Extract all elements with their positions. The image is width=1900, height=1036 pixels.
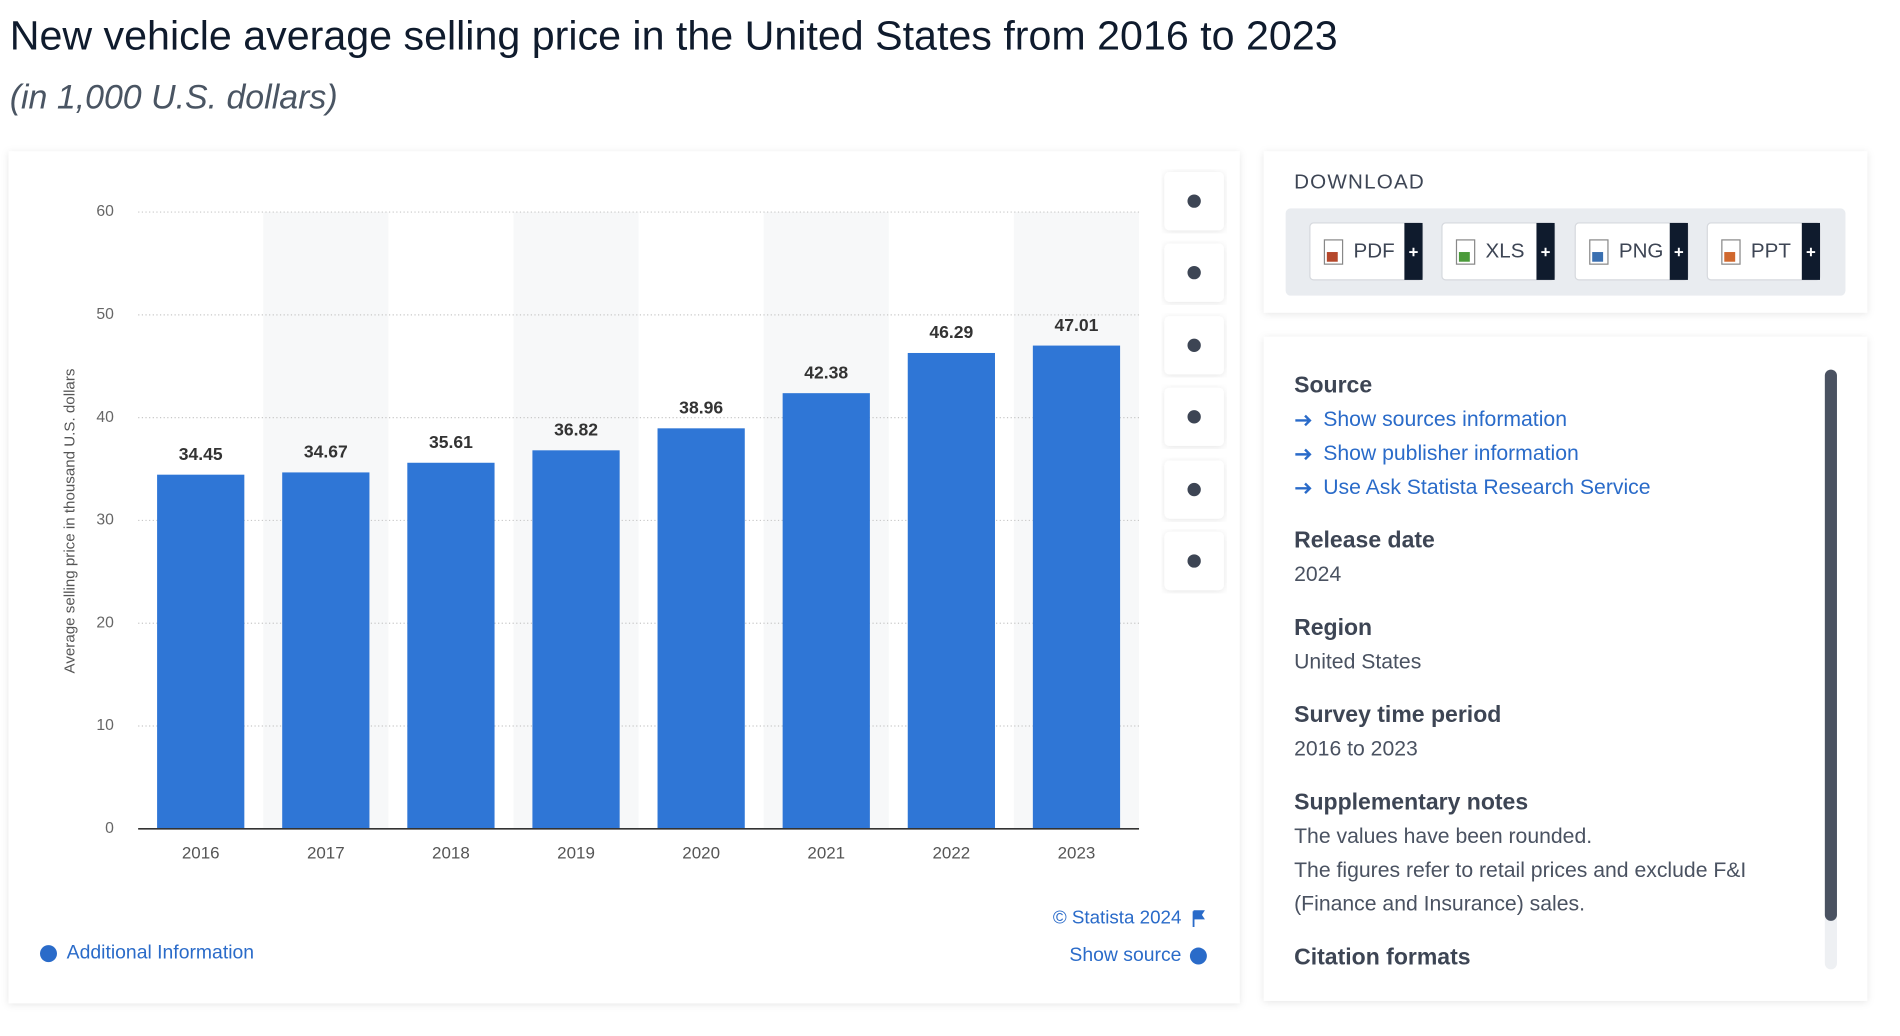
value-label: 46.29 [929,322,973,342]
y-tick-label: 40 [96,409,114,426]
x-tick-label: 2021 [807,844,845,863]
section-heading: Release date [1294,527,1435,553]
section-text: 2024 [1294,563,1341,586]
credit[interactable]: © Statista 2024 [1053,906,1182,927]
value-label: 34.45 [179,444,223,464]
y-tick-label: 0 [105,820,114,837]
y-axis-label: Average selling price in thousand U.S. d… [61,368,78,673]
section-heading: Citation formats [1294,944,1470,970]
bar [407,462,495,829]
y-tick-label: 10 [96,717,114,734]
toolbar-icon [1187,554,1201,568]
subtitle: (in 1,000 U.S. dollars) [10,78,338,116]
toolbar-icon [1187,482,1201,497]
download-format[interactable]: PDF [1353,239,1394,262]
section-heading: Region [1294,614,1372,640]
bar [532,450,620,829]
scroll-thumb[interactable] [1824,369,1837,921]
bar [657,428,745,829]
bar [157,474,245,829]
download-format[interactable]: XLS [1486,239,1525,262]
additional-info[interactable]: Additional Information [67,942,254,964]
value-label: 38.96 [679,398,723,418]
link-arrow [1295,414,1312,427]
value-label: 36.82 [554,420,598,440]
toolbar-icon [1187,410,1201,424]
y-tick-label: 60 [96,203,114,220]
section-text: 2016 to 2023 [1294,738,1418,761]
section-text: The figures refer to retail prices and e… [1294,859,1746,882]
x-tick-label: 2019 [557,844,595,863]
section-heading: Supplementary notes [1294,788,1528,814]
value-label: 34.67 [304,442,348,462]
link-arrow [1295,482,1312,495]
file-icon-mark [1458,252,1470,262]
value-label: 42.38 [804,362,848,382]
source-link[interactable]: Show publisher information [1323,442,1579,465]
file-icon-mark [1326,252,1338,262]
source-link[interactable]: Show sources information [1323,408,1567,431]
source-link[interactable]: Use Ask Statista Research Service [1323,476,1650,499]
link-arrow [1295,448,1312,461]
value-label: 35.61 [429,432,473,452]
section-text: The values have been rounded. [1294,825,1592,848]
x-tick-label: 2017 [307,844,345,863]
section-text: (Finance and Insurance) sales. [1294,893,1585,916]
toolbar-icon [1187,194,1201,208]
plus-icon [1674,247,1684,257]
toolbar-icon [1187,265,1201,280]
info-icon [1189,947,1207,965]
details-card [1263,336,1868,1001]
info-icon [40,945,57,963]
bar [1032,345,1121,829]
section-heading: Survey time period [1294,701,1501,727]
x-tick-label: 2020 [682,844,720,863]
x-tick-label: 2023 [1058,844,1096,863]
plus-icon [1409,247,1418,257]
bar [782,393,870,829]
plus-icon [1541,247,1550,257]
title: New vehicle average selling price in the… [10,13,1338,59]
x-tick-label: 2022 [933,844,971,863]
download-format[interactable]: PNG [1619,239,1664,262]
download-tray [1285,208,1846,296]
y-tick-label: 50 [96,306,114,323]
y-tick-label: 20 [96,614,114,631]
file-icon-mark [1724,252,1736,262]
flag-icon [1192,910,1205,927]
plus-icon [1806,247,1816,257]
value-label: 47.01 [1055,315,1099,335]
bar [907,352,995,829]
download-format[interactable]: PPT [1751,239,1791,262]
file-icon-mark [1592,252,1604,262]
x-tick-label: 2016 [182,844,220,863]
y-tick-label: 30 [96,512,114,529]
section-heading: Source [1294,372,1372,398]
download-heading: DOWNLOAD [1294,170,1425,193]
toolbar-icon [1187,338,1201,352]
show-source[interactable]: Show source [1069,944,1181,966]
x-tick-label: 2018 [432,844,470,863]
bar [282,472,370,829]
section-text: United States [1294,650,1421,673]
